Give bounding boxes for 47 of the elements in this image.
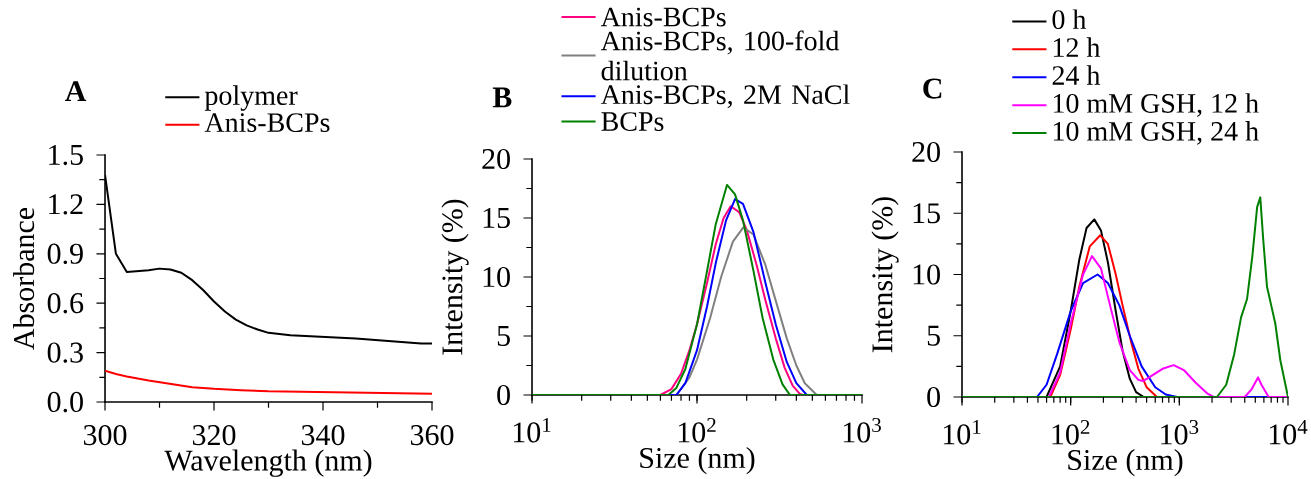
- legend-label: 24 h: [1052, 65, 1101, 85]
- x-tick-label: 10$^{3}$: [1161, 419, 1199, 445]
- y-tick-label: 10: [483, 266, 510, 288]
- legend-label: polymer: [204, 85, 298, 111]
- y-tick-label: 15: [913, 203, 940, 224]
- chart-title: C: [923, 78, 942, 99]
- y-tick-label: 0.0: [47, 391, 83, 413]
- x-tick-label: 10$^{1}$: [943, 419, 981, 445]
- x-tick-label: 300: [83, 424, 127, 446]
- x-axis-title: Wavelength (nm): [164, 449, 372, 477]
- legend-label: Anis-BCPs: [600, 7, 726, 27]
- y-tick-label: 5: [497, 326, 510, 346]
- y-axis-title: Absorbance: [13, 207, 35, 350]
- legend-label: BCPs: [601, 112, 664, 131]
- x-tick-label: 10$^{3}$: [843, 417, 881, 443]
- chart-title: B: [492, 87, 512, 108]
- y-tick-label: 0.9: [47, 243, 83, 264]
- y-tick-label: 0.6: [47, 293, 84, 314]
- y-tick-label: 0.3: [47, 342, 83, 363]
- legend-label: 10 mM GSH, 12 h: [1053, 93, 1259, 117]
- y-tick-label: 20: [912, 141, 940, 163]
- y-tick-label: 1.2: [49, 194, 83, 215]
- y-tick-label: 20: [482, 148, 510, 170]
- legend-label: 0 h: [1052, 9, 1087, 30]
- x-tick-label: 10$^{2}$: [678, 417, 716, 443]
- legend-label: Anis-BCPs: [204, 113, 330, 133]
- x-tick-label: 360: [410, 424, 454, 446]
- y-tick-label: 15: [483, 207, 510, 229]
- x-tick-label: 10$^{4}$: [1269, 419, 1308, 445]
- y-tick-label: 0: [497, 384, 510, 406]
- x-axis-title: Size (nm): [640, 447, 755, 475]
- legend-label: Anis-BCPs, 100-fold dilution: [600, 30, 840, 81]
- legend-label: 10 mM GSH, 24 h: [1053, 121, 1259, 145]
- x-tick-label: 340: [301, 424, 345, 446]
- y-axis-title: Intensity (%): [871, 197, 899, 353]
- legend-label: 12 h: [1053, 37, 1101, 57]
- x-tick-label: 10$^{2}$: [1052, 419, 1090, 445]
- y-tick-label: 5: [927, 325, 940, 346]
- y-axis-title: Intensity (%): [441, 199, 469, 355]
- y-tick-label: 0: [927, 386, 940, 408]
- legend-label: Anis-BCPs, 2M NaCl: [600, 84, 850, 109]
- x-tick-label: 10$^{1}$: [513, 417, 551, 443]
- y-tick-label: 1.5: [49, 144, 83, 166]
- chart-title: A: [65, 81, 87, 102]
- x-axis-title: Size (nm): [1068, 449, 1183, 477]
- y-tick-label: 10: [913, 264, 940, 285]
- x-tick-label: 320: [192, 424, 236, 446]
